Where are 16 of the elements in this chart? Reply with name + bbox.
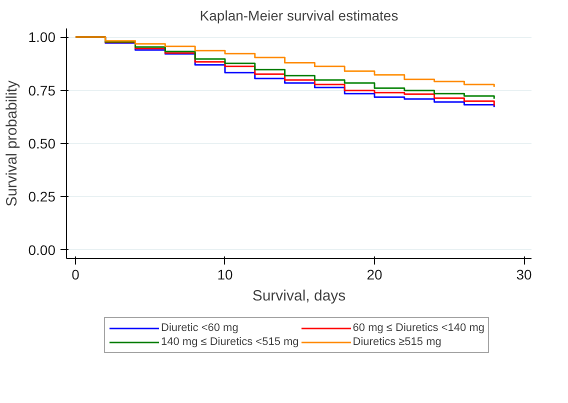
legend-label: 140 mg ≤ Diuretics <515 mg xyxy=(161,336,299,348)
y-tick-label: 0.75 xyxy=(28,82,56,98)
x-tick-label: 0 xyxy=(72,266,80,282)
legend-label: 60 mg ≤ Diuretics <140 mg xyxy=(352,322,484,334)
y-tick-label: 0.00 xyxy=(28,242,56,258)
legend-label: Diuretics ≥515 mg xyxy=(352,336,442,348)
x-axis-title: Survival, days xyxy=(252,288,346,304)
y-axis-title: Survival probability xyxy=(3,80,20,206)
y-tick-label: 1.00 xyxy=(28,29,56,46)
legend-label: Diuretic <60 mg xyxy=(161,322,238,334)
y-tick-label: 0.50 xyxy=(28,136,56,152)
chart-title: Kaplan-Meier survival estimates xyxy=(200,8,398,24)
y-tick-label: 0.25 xyxy=(28,188,56,205)
x-tick-label: 20 xyxy=(366,266,383,282)
x-tick-label: 30 xyxy=(516,266,532,282)
x-tick-label: 10 xyxy=(217,266,233,282)
